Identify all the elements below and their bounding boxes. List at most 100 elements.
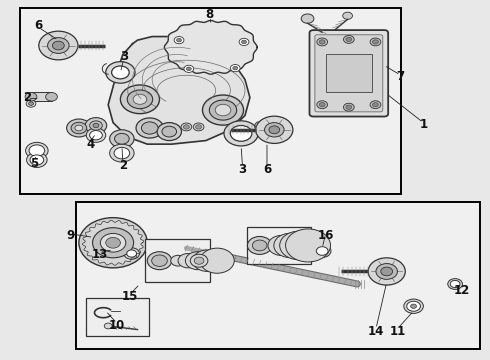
- Circle shape: [233, 66, 238, 70]
- Polygon shape: [82, 220, 144, 265]
- Circle shape: [121, 85, 159, 114]
- Text: 9: 9: [66, 229, 74, 242]
- Circle shape: [75, 125, 83, 131]
- Bar: [76, 202, 480, 348]
- Circle shape: [106, 62, 135, 83]
- Circle shape: [230, 126, 252, 141]
- Circle shape: [202, 95, 244, 125]
- Circle shape: [265, 123, 284, 137]
- Circle shape: [252, 240, 267, 251]
- Circle shape: [86, 128, 106, 142]
- Circle shape: [370, 38, 381, 46]
- Circle shape: [90, 121, 102, 130]
- Circle shape: [301, 14, 314, 23]
- Circle shape: [48, 38, 69, 53]
- Text: 4: 4: [86, 138, 94, 150]
- Circle shape: [317, 247, 328, 255]
- Circle shape: [372, 103, 378, 107]
- Circle shape: [93, 123, 99, 128]
- Circle shape: [127, 250, 137, 257]
- Bar: [20, 8, 401, 194]
- Circle shape: [110, 130, 134, 148]
- Text: 14: 14: [368, 325, 384, 338]
- Circle shape: [381, 267, 392, 276]
- Circle shape: [346, 105, 352, 109]
- Text: 6: 6: [35, 19, 43, 32]
- Circle shape: [411, 304, 416, 309]
- Circle shape: [317, 101, 328, 109]
- Text: 10: 10: [109, 319, 125, 332]
- Circle shape: [196, 125, 201, 129]
- Polygon shape: [108, 37, 250, 144]
- Circle shape: [39, 31, 78, 60]
- Bar: [86, 298, 149, 336]
- Polygon shape: [165, 21, 257, 74]
- Circle shape: [319, 40, 325, 44]
- Circle shape: [184, 65, 194, 72]
- Circle shape: [193, 123, 204, 131]
- Circle shape: [127, 90, 153, 109]
- Circle shape: [274, 233, 307, 258]
- Circle shape: [114, 147, 130, 159]
- Circle shape: [314, 244, 331, 257]
- Circle shape: [194, 257, 204, 264]
- Circle shape: [404, 299, 423, 314]
- Circle shape: [124, 248, 140, 259]
- Circle shape: [67, 119, 91, 137]
- FancyBboxPatch shape: [310, 30, 388, 117]
- Circle shape: [317, 38, 328, 46]
- Text: 8: 8: [206, 8, 214, 21]
- Text: 11: 11: [390, 325, 406, 338]
- Circle shape: [100, 233, 126, 252]
- Circle shape: [268, 235, 295, 256]
- Circle shape: [136, 118, 163, 138]
- Text: 12: 12: [454, 284, 470, 297]
- Circle shape: [25, 93, 37, 101]
- Circle shape: [93, 228, 134, 258]
- Circle shape: [343, 103, 354, 111]
- Circle shape: [407, 301, 420, 311]
- Circle shape: [30, 155, 44, 165]
- Text: 5: 5: [30, 157, 38, 170]
- Text: 3: 3: [239, 163, 246, 176]
- Circle shape: [230, 64, 240, 72]
- Circle shape: [26, 100, 36, 107]
- Text: 3: 3: [120, 50, 128, 63]
- Circle shape: [29, 145, 45, 156]
- Circle shape: [174, 37, 184, 44]
- Circle shape: [176, 39, 181, 42]
- Circle shape: [239, 39, 249, 45]
- Circle shape: [110, 144, 134, 162]
- FancyBboxPatch shape: [315, 35, 383, 112]
- Circle shape: [71, 122, 87, 134]
- Circle shape: [90, 131, 102, 140]
- Circle shape: [25, 142, 48, 159]
- Circle shape: [247, 237, 272, 255]
- Circle shape: [450, 280, 460, 288]
- Circle shape: [133, 94, 147, 104]
- Circle shape: [372, 40, 378, 44]
- Circle shape: [181, 123, 192, 131]
- Circle shape: [28, 102, 33, 105]
- Circle shape: [256, 116, 293, 143]
- Circle shape: [152, 255, 167, 266]
- Circle shape: [343, 12, 352, 19]
- Circle shape: [178, 253, 197, 268]
- Text: 15: 15: [122, 290, 138, 303]
- Circle shape: [79, 218, 147, 268]
- Circle shape: [142, 122, 158, 134]
- Circle shape: [209, 100, 237, 120]
- Circle shape: [215, 104, 231, 116]
- Circle shape: [157, 123, 181, 140]
- Text: 6: 6: [263, 163, 271, 176]
- Text: 1: 1: [419, 118, 427, 131]
- Circle shape: [26, 152, 47, 167]
- Text: 7: 7: [396, 70, 404, 83]
- Circle shape: [224, 121, 258, 146]
- Text: 2: 2: [119, 159, 127, 172]
- FancyBboxPatch shape: [326, 54, 372, 92]
- Circle shape: [186, 67, 191, 71]
- Bar: [31, 92, 51, 101]
- Circle shape: [319, 103, 325, 107]
- Circle shape: [346, 37, 352, 41]
